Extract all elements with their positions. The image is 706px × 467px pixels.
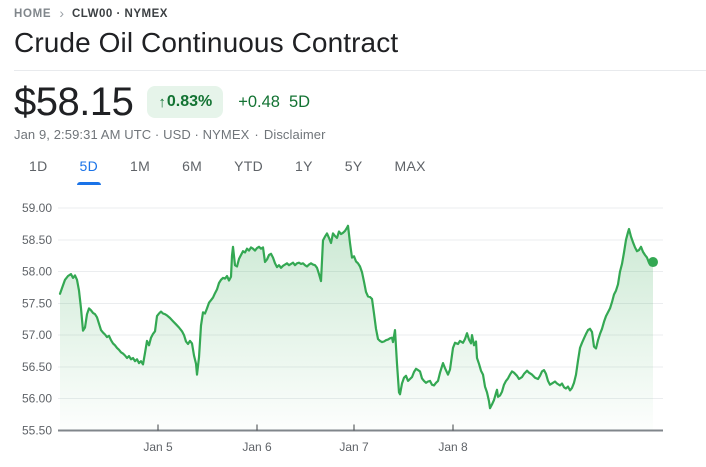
quote-timestamp-currency-exchange: Jan 9, 2:59:31 AM UTC · USD · NYMEX: [14, 127, 250, 142]
tab-1d[interactable]: 1D: [29, 158, 48, 174]
tab-1y[interactable]: 1Y: [295, 158, 313, 174]
tab-5y[interactable]: 5Y: [344, 158, 363, 174]
price-row: $58.15 ↑ 0.83% +0.48 5D: [14, 82, 310, 122]
tab-ytd[interactable]: YTD: [234, 158, 264, 174]
meta-separator: ·: [254, 127, 259, 142]
price-line: [58, 224, 655, 410]
y-axis-label: 56.50: [22, 360, 52, 374]
change-percent-value: 0.83%: [166, 93, 213, 110]
last-price-dot: [648, 257, 658, 268]
tab-6m[interactable]: 6M: [182, 158, 203, 174]
breadcrumb-home-link[interactable]: HOME: [14, 8, 52, 20]
change-percent-badge: ↑ 0.83%: [147, 86, 224, 118]
up-arrow-icon: ↑: [158, 93, 166, 111]
change-period-label: 5D: [288, 92, 311, 111]
x-axis-label: Jan 7: [339, 440, 369, 454]
price-chart[interactable]: 59.00 58.50 58.00 57.50 57.00 56.50 56.00 55.50…: [0, 195, 706, 467]
y-axis-label: 57.00: [22, 328, 52, 342]
y-axis-label: 59.00: [22, 201, 52, 215]
active-tab-underline: [76, 182, 101, 185]
x-axis-label: Jan 8: [438, 440, 468, 454]
breadcrumb-symbol-exchange: CLW00 · NYMEX: [71, 8, 168, 20]
y-axis-label: 57.50: [22, 296, 52, 310]
quote-meta: Jan 9, 2:59:31 AM UTC · USD · NYMEX · Di…: [14, 127, 326, 142]
y-axis-label: 56.00: [22, 392, 52, 406]
breadcrumb: HOME › CLW00 · NYMEX: [14, 5, 168, 21]
y-axis-label: 55.50: [22, 424, 52, 438]
change-absolute: +0.48 5D: [238, 94, 310, 111]
change-absolute-value: +0.48: [238, 92, 280, 111]
tab-1m[interactable]: 1M: [130, 158, 151, 174]
title-divider: [14, 70, 706, 71]
chevron-right-icon: ›: [59, 5, 64, 21]
x-axis-label: Jan 5: [143, 440, 173, 454]
tab-max[interactable]: MAX: [394, 158, 426, 174]
current-price: $58.15: [14, 80, 134, 124]
tab-5d[interactable]: 5D: [67, 151, 112, 185]
price-area-fill: [60, 225, 653, 431]
page-title: Crude Oil Continuous Contract: [14, 27, 399, 58]
disclaimer-link[interactable]: Disclaimer: [263, 127, 326, 142]
time-range-tabs: 1D 5D 1M 6M YTD 1Y 5Y MAX: [16, 151, 439, 185]
y-axis-label: 58.50: [22, 233, 52, 247]
y-axis-label: 58.00: [22, 265, 52, 279]
x-axis-label: Jan 6: [242, 440, 272, 454]
